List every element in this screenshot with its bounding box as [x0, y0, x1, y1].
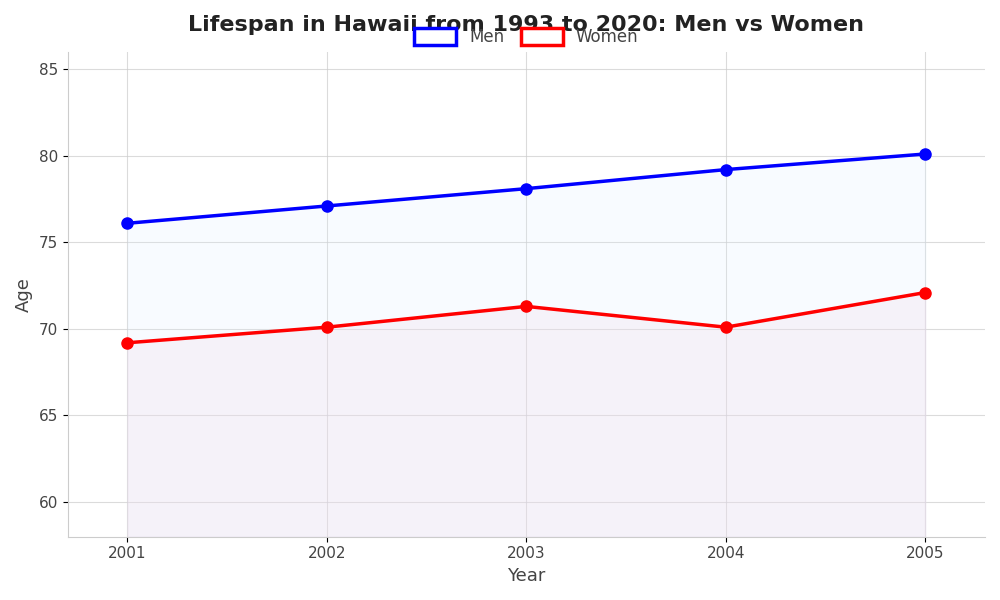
Women: [321, 323, 333, 331]
Legend: Men, Women: Men, Women: [407, 22, 645, 53]
Women: [121, 339, 133, 346]
Y-axis label: Age: Age: [15, 277, 33, 312]
Title: Lifespan in Hawaii from 1993 to 2020: Men vs Women: Lifespan in Hawaii from 1993 to 2020: Me…: [188, 15, 864, 35]
Women: [720, 323, 732, 331]
Men: [321, 202, 333, 209]
Men: [520, 185, 532, 192]
Line: Women: Women: [122, 287, 931, 349]
Women: [520, 303, 532, 310]
X-axis label: Year: Year: [507, 567, 546, 585]
Women: [919, 289, 931, 296]
Men: [919, 151, 931, 158]
Men: [121, 220, 133, 227]
Line: Men: Men: [122, 148, 931, 229]
Men: [720, 166, 732, 173]
